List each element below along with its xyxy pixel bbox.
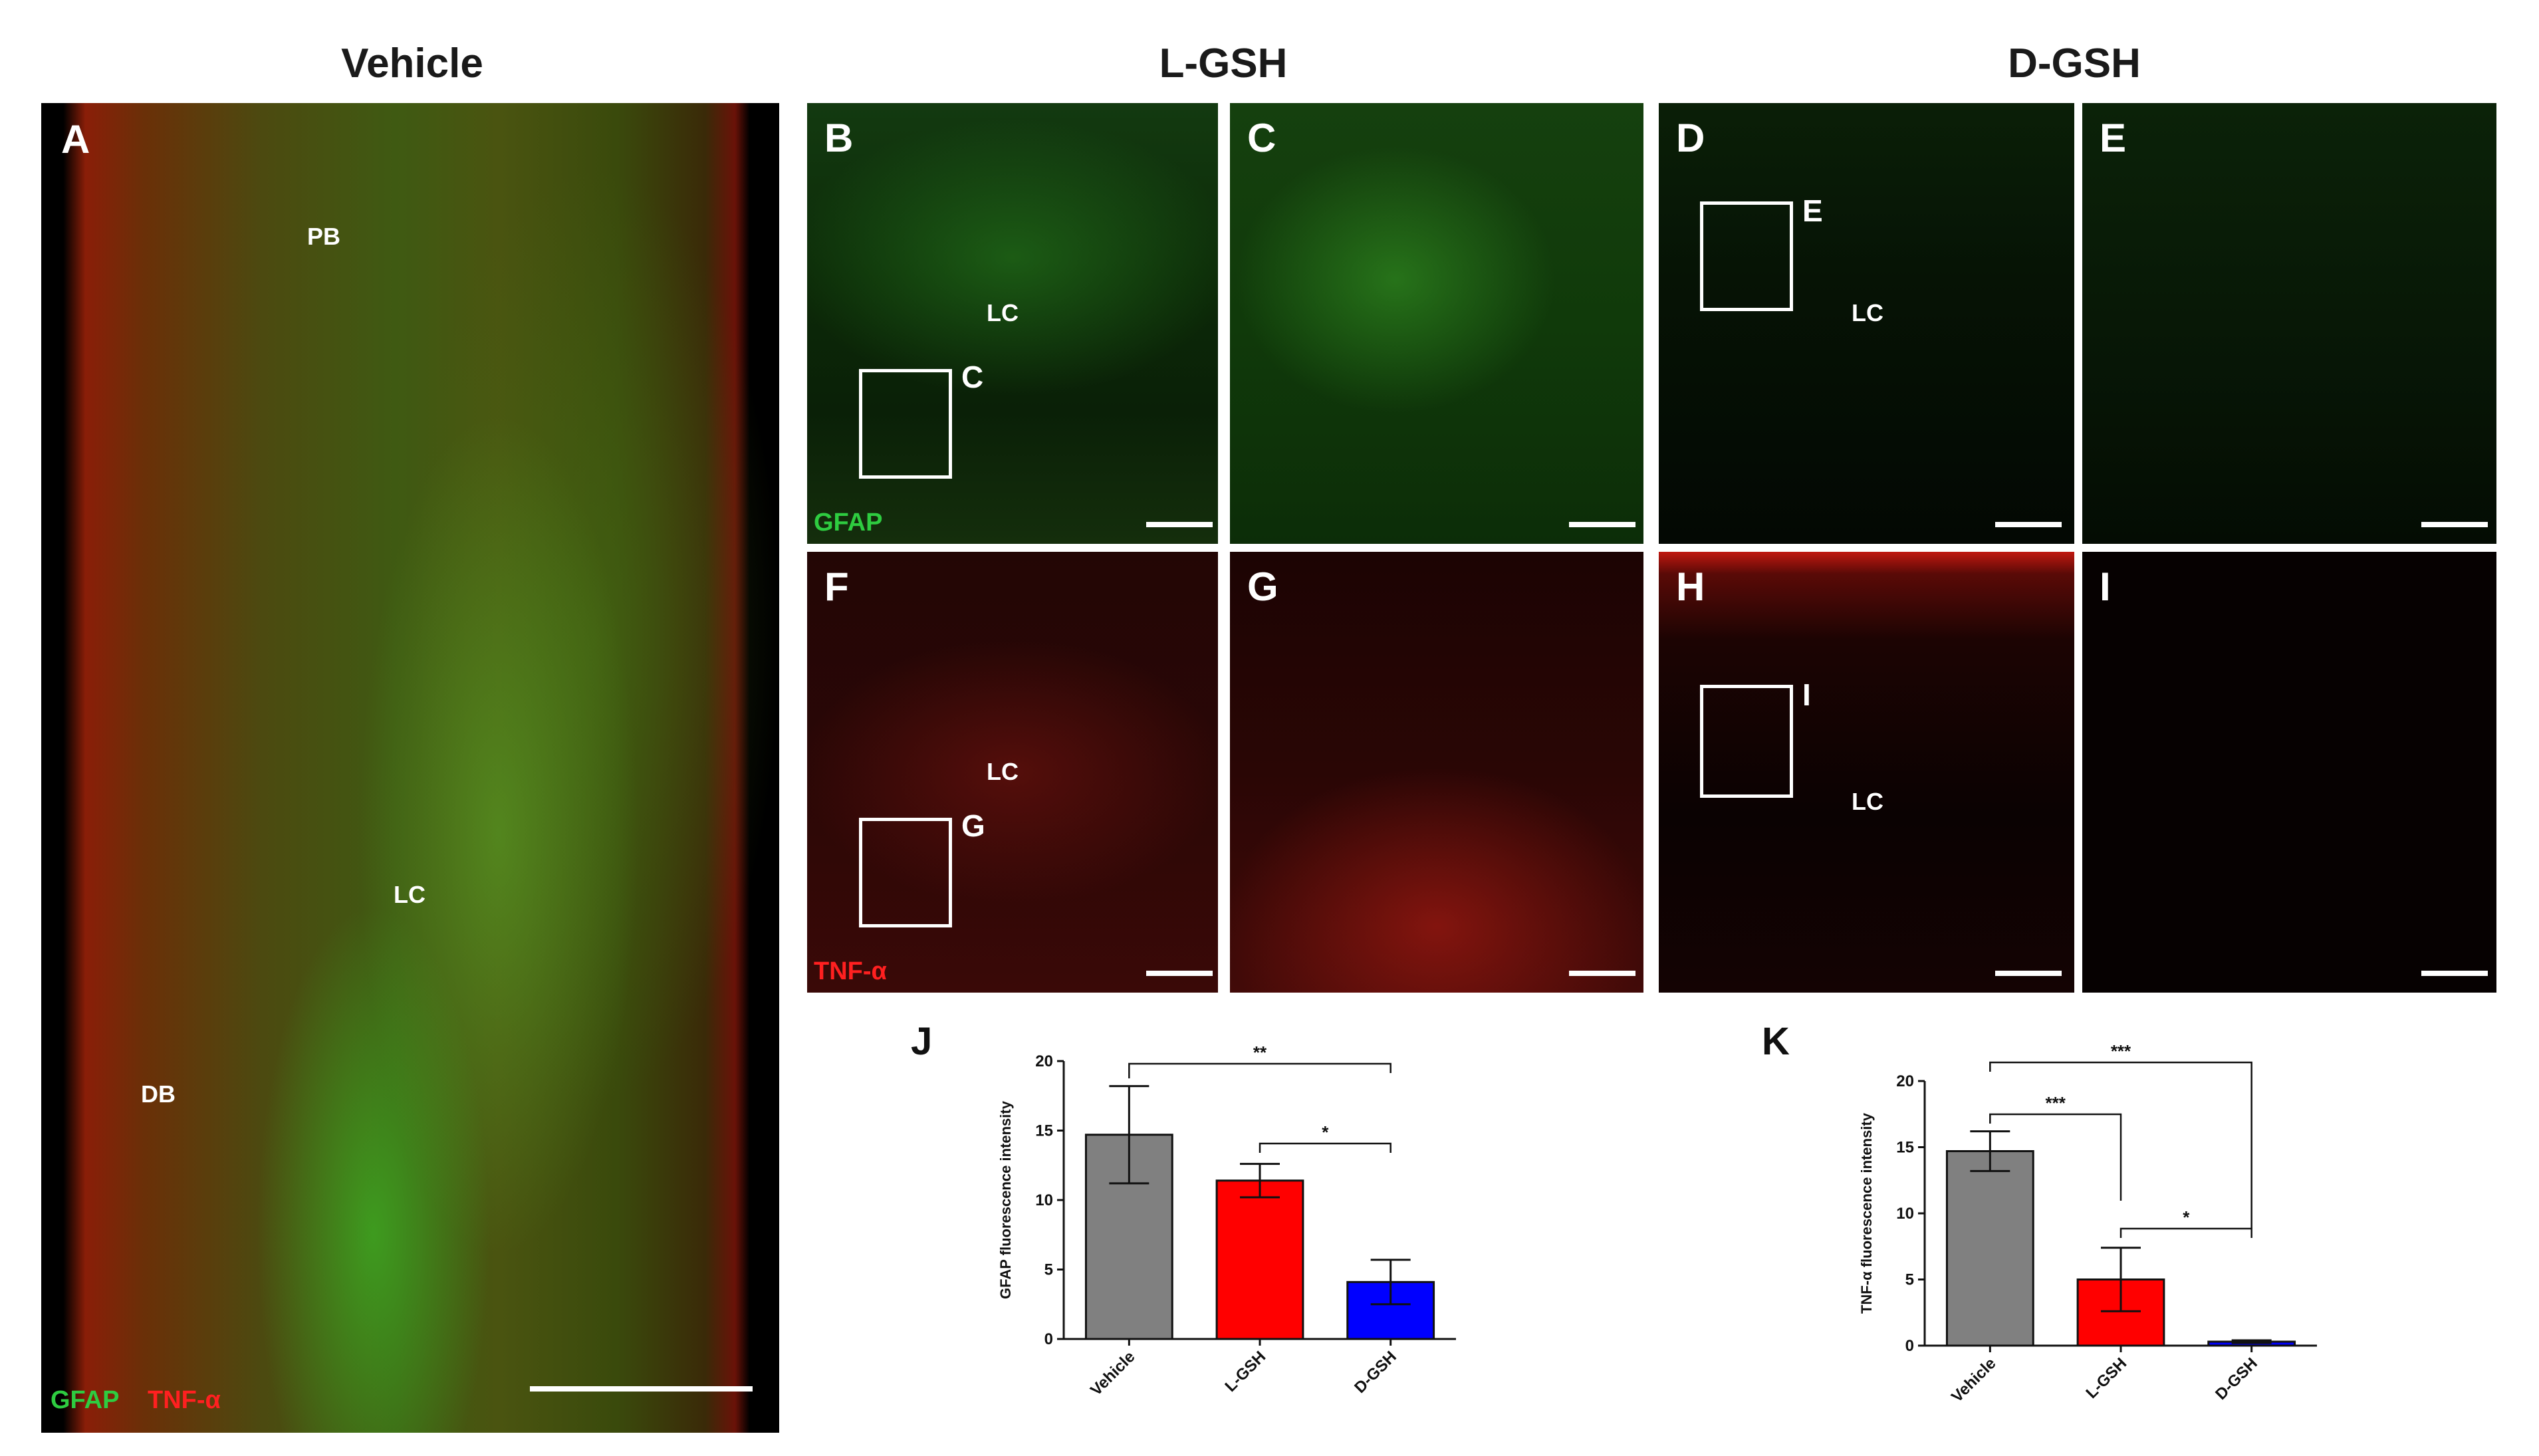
scale-bar xyxy=(1995,971,2062,976)
y-tick-label: 15 xyxy=(1896,1139,1914,1157)
panel-a-label: A xyxy=(61,117,90,162)
inset-box-i xyxy=(1700,685,1793,798)
panel-b-label: B xyxy=(824,116,854,160)
inset-label-c: C xyxy=(961,360,984,394)
header-d-gsh: D-GSH xyxy=(2008,41,2141,86)
y-tick-label: 20 xyxy=(1896,1072,1914,1090)
x-tick-label-vehicle: Vehicle xyxy=(1087,1348,1139,1399)
y-tick-label: 0 xyxy=(1044,1330,1053,1348)
significance-bracket xyxy=(1259,1142,1391,1153)
chart-j-gfap: J GFAP fluorescence intensity 0 5 10 15 20 Vehi… xyxy=(911,1020,1456,1399)
x-tick-label-l-gsh: L-GSH xyxy=(2082,1354,2130,1402)
y-axis-label: GFAP fluorescence intensity xyxy=(997,1100,1014,1299)
header-vehicle: Vehicle xyxy=(341,41,483,86)
significance-bracket xyxy=(2119,1227,2252,1238)
panel-i-d-gsh-tnf-zoom: I xyxy=(2082,552,2496,993)
inset-box-c xyxy=(859,369,952,479)
scale-bar xyxy=(1569,522,1635,527)
stain-label-tnf: TNF-α xyxy=(814,957,887,985)
y-tick-label: 10 xyxy=(1035,1191,1053,1209)
scale-bar xyxy=(1995,522,2062,527)
stain-label-tnf: TNF-α xyxy=(148,1386,221,1414)
x-tick-label-d-gsh: D-GSH xyxy=(2212,1354,2261,1403)
chart-panel-letter: K xyxy=(1762,1020,1790,1063)
panel-a-vehicle-image: A PB LC DB GFAP TNF-α xyxy=(41,103,779,1433)
y-tick-label: 5 xyxy=(1905,1271,1914,1289)
y-axis-label: TNF-α fluorescence intensity xyxy=(1858,1112,1875,1314)
panel-b-l-gsh-gfap: B LC C GFAP xyxy=(807,103,1218,544)
panel-e-label: E xyxy=(2100,116,2127,160)
stain-label-gfap: GFAP xyxy=(51,1386,120,1414)
significance-label: *** xyxy=(2045,1093,2066,1113)
chart-panel-letter: J xyxy=(911,1020,932,1063)
panel-f-label: F xyxy=(824,564,849,609)
y-tick-label: 10 xyxy=(1896,1205,1914,1223)
y-tick-label: 20 xyxy=(1035,1052,1053,1070)
significance-bracket xyxy=(1128,1062,1391,1078)
y-tick-label: 0 xyxy=(1905,1337,1914,1355)
significance-label: ** xyxy=(1253,1042,1267,1062)
inset-label-e: E xyxy=(1802,193,1823,228)
stain-label-gfap: GFAP xyxy=(814,509,883,537)
scale-bar xyxy=(2421,971,2488,976)
region-label-lc: LC xyxy=(1852,788,1883,815)
inset-label-g: G xyxy=(961,808,985,843)
significance-label: * xyxy=(1322,1122,1329,1142)
scale-bar xyxy=(530,1386,753,1392)
significance-label: * xyxy=(2183,1207,2190,1227)
x-tick-label-l-gsh: L-GSH xyxy=(1221,1348,1269,1395)
significance-bracket xyxy=(1989,1113,2122,1201)
chart-k-tnf: K TNF-α fluorescence intensity 0 5 10 15 20 Veh… xyxy=(1762,1020,2317,1406)
panel-h-label: H xyxy=(1676,564,1705,609)
scale-bar xyxy=(2421,522,2488,527)
y-tick-label: 5 xyxy=(1044,1261,1053,1279)
x-tick-label-d-gsh: D-GSH xyxy=(1351,1348,1400,1397)
panel-e-d-gsh-gfap-zoom: E xyxy=(2082,103,2496,544)
panel-g-l-gsh-tnf-zoom: G xyxy=(1230,552,1643,993)
panel-f-l-gsh-tnf: F LC G TNF-α xyxy=(807,552,1218,993)
panel-d-d-gsh-gfap: D E LC xyxy=(1659,103,2074,544)
y-tick-label: 15 xyxy=(1035,1122,1053,1140)
significance-bracket xyxy=(1989,1061,2252,1229)
region-label-db: DB xyxy=(141,1080,176,1108)
panel-i-label: I xyxy=(2100,564,2111,609)
scale-bar xyxy=(1146,522,1213,527)
panel-c-l-gsh-gfap-zoom: C xyxy=(1230,103,1643,544)
scale-bar xyxy=(1569,971,1635,976)
bar-vehicle xyxy=(1945,1150,2034,1347)
region-label-lc: LC xyxy=(987,758,1019,785)
region-label-lc: LC xyxy=(394,881,425,908)
significance-label: *** xyxy=(2111,1041,2131,1061)
inset-box-e xyxy=(1700,201,1793,311)
panel-d-label: D xyxy=(1676,116,1705,160)
scale-bar xyxy=(1146,971,1213,976)
region-label-pb: PB xyxy=(307,223,341,250)
panel-g-label: G xyxy=(1247,564,1278,609)
inset-label-i: I xyxy=(1802,677,1811,712)
bar-l-gsh xyxy=(1215,1179,1304,1340)
header-l-gsh: L-GSH xyxy=(1159,41,1288,86)
region-label-lc: LC xyxy=(987,299,1019,326)
x-tick-label-vehicle: Vehicle xyxy=(1948,1354,2000,1406)
region-label-lc: LC xyxy=(1852,299,1883,326)
panel-c-label: C xyxy=(1247,116,1276,160)
panel-h-d-gsh-tnf: H I LC xyxy=(1659,552,2074,993)
inset-box-g xyxy=(859,818,952,927)
